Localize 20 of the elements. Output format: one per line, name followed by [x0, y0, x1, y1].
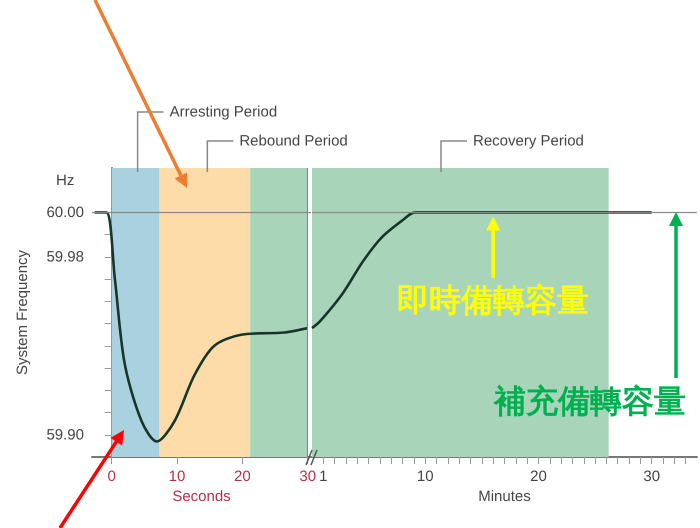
x-tick-label: 30 [643, 468, 660, 485]
annotation: 即時備轉容量 [397, 282, 590, 318]
y-axis-title: System Frequency [14, 249, 31, 376]
y-tick-label: 60.00 [46, 204, 84, 221]
x-axis-title: Minutes [478, 488, 531, 505]
x-tick-label: 20 [530, 468, 547, 485]
band-label: Arresting Period [170, 104, 278, 120]
x-axis-title: Seconds [172, 488, 231, 505]
x-tick-label: 10 [416, 468, 434, 485]
y-tick-label: 59.90 [46, 426, 84, 444]
band-label: Recovery Period [473, 132, 584, 150]
text: Hz [56, 172, 74, 189]
band-label: Rebound Period [239, 132, 348, 150]
x-tick-label: 10 [168, 468, 186, 485]
x-tick-label: 30 [299, 468, 316, 485]
y-tick-label: 59.98 [46, 248, 84, 266]
x-tick-label: 20 [234, 468, 251, 485]
annotation: 補充備轉容量 [492, 383, 686, 419]
x-tick-label: 0 [107, 468, 116, 485]
x-tick-label: 1 [319, 468, 328, 485]
